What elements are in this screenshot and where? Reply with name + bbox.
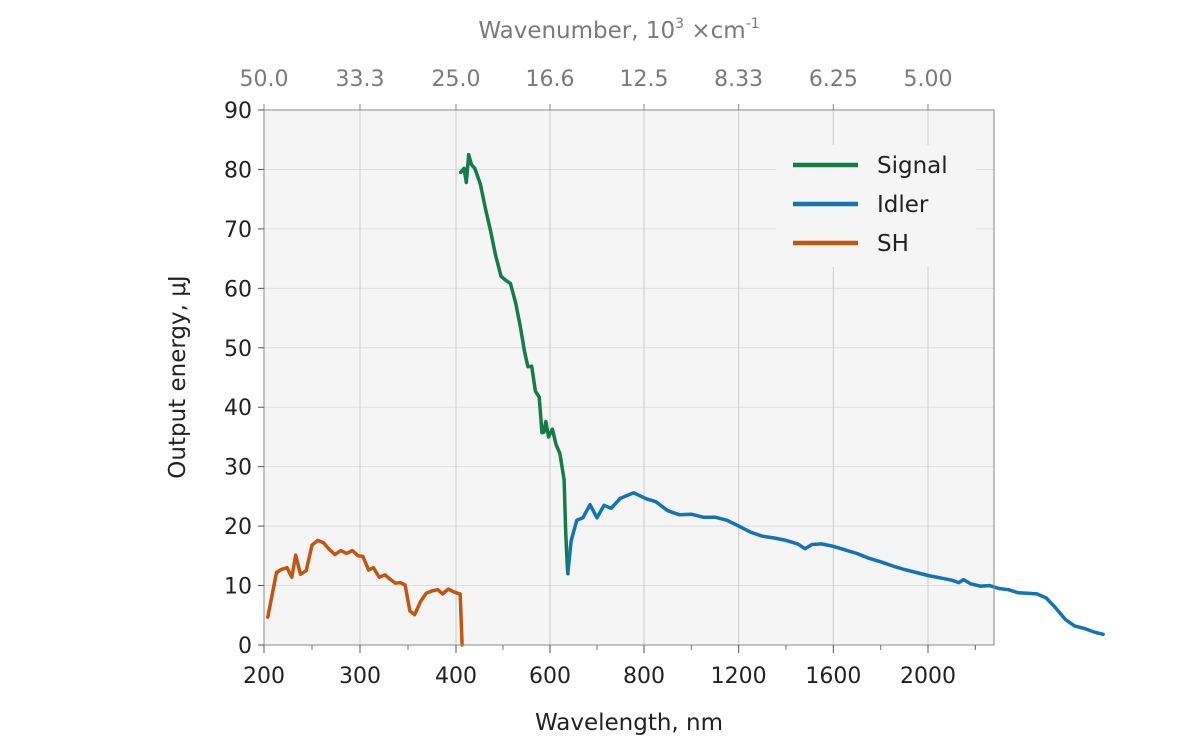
series-lines xyxy=(266,152,1105,647)
legend-label-sh: SH xyxy=(877,231,909,257)
y-tick-label: 40 xyxy=(224,396,252,421)
x-tick-label: 1600 xyxy=(805,664,861,689)
x-tick-label: 1200 xyxy=(711,664,767,689)
legend-label-signal: Signal xyxy=(877,153,948,179)
plot-frame xyxy=(263,109,995,646)
top-axis-tick-label: 16.6 xyxy=(526,67,575,92)
top-axis-title-exp1: 3 xyxy=(675,16,684,32)
x-tick-label: 2000 xyxy=(900,664,956,689)
y-tick-label: 70 xyxy=(224,218,252,243)
grid-lines xyxy=(264,110,994,645)
top-axis-title-base: Wavenumber, 10 xyxy=(478,18,675,44)
y-tick-label: 10 xyxy=(224,575,252,600)
legend-label-idler: Idler xyxy=(877,192,929,218)
top-axis-tick-label: 6.25 xyxy=(809,67,858,92)
series-line-idler xyxy=(566,491,1105,637)
y-tick-label: 0 xyxy=(238,634,252,659)
y-tick-label: 30 xyxy=(224,456,252,481)
top-axis-title: Wavenumber, 103 ×cm-1 xyxy=(478,16,759,44)
y-tick-label: 80 xyxy=(224,158,252,183)
axis-ticks xyxy=(258,104,976,653)
legend: Signal Idler SH xyxy=(776,145,976,267)
y-tick-label: 50 xyxy=(224,337,252,362)
top-axis-tick-label: 50.0 xyxy=(240,67,289,92)
series-line-sh xyxy=(266,538,464,647)
top-axis-tick-label: 33.3 xyxy=(336,67,385,92)
top-axis-tick-label: 5.00 xyxy=(904,67,953,92)
top-axis-tick-label: 12.5 xyxy=(620,67,669,92)
x-tick-label: 200 xyxy=(243,664,285,689)
series-line-signal xyxy=(458,152,570,576)
y-tick-label: 90 xyxy=(224,99,252,124)
top-axis-title-mid: ×cm xyxy=(684,18,746,44)
x-tick-label: 300 xyxy=(339,664,381,689)
x-axis-title: Wavelength, nm xyxy=(535,710,723,736)
x-tick-label: 800 xyxy=(623,664,665,689)
tick-labels: 0 10 20 30 40 50 60 70 80 90 50.0 33.3 25.0 16.6 12.5 8… xyxy=(224,67,956,689)
y-axis-title: Output energy, μJ xyxy=(165,275,191,478)
top-axis-tick-label: 8.33 xyxy=(714,67,763,92)
y-tick-label: 60 xyxy=(224,277,252,302)
top-axis-title-exp2: -1 xyxy=(746,16,760,32)
top-axis-tick-label: 25.0 xyxy=(432,67,481,92)
x-tick-label: 600 xyxy=(529,664,571,689)
y-tick-label: 20 xyxy=(224,515,252,540)
x-tick-label: 400 xyxy=(435,664,477,689)
